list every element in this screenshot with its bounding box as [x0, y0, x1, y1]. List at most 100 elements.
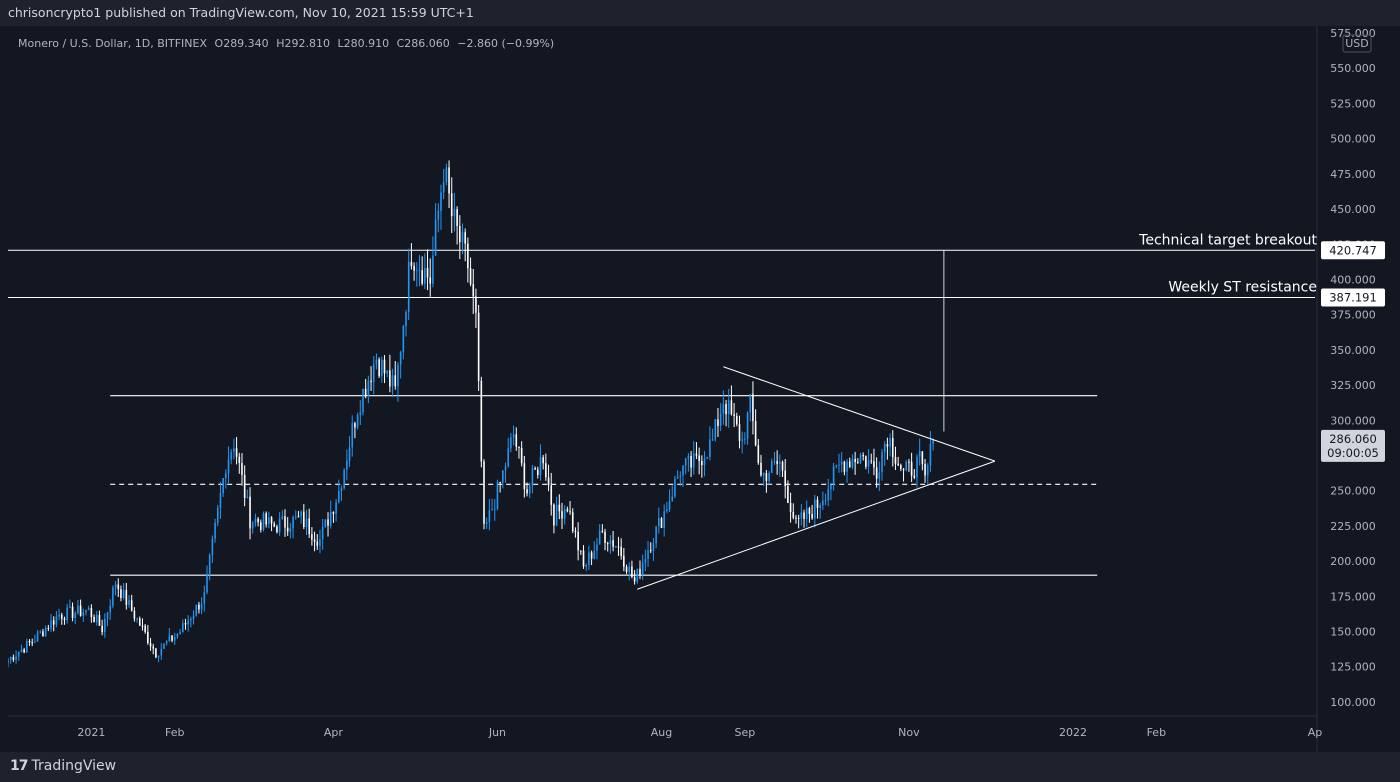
- candle-body: [520, 448, 523, 464]
- candle-body: [114, 584, 117, 588]
- candle-body: [722, 403, 725, 414]
- candle-body: [36, 632, 39, 642]
- candle-body: [206, 573, 208, 593]
- candle-body: [695, 453, 698, 456]
- candle-body: [79, 605, 82, 616]
- candle-body: [789, 502, 792, 513]
- candle-body: [163, 643, 165, 649]
- candle-body: [620, 546, 622, 556]
- y-tick-label: 200.000: [1330, 555, 1376, 568]
- candle-body: [117, 584, 120, 590]
- candle-body: [585, 564, 588, 567]
- candle-body: [633, 577, 636, 582]
- candle-body: [251, 522, 254, 529]
- candle-body: [413, 266, 415, 271]
- currency-label: USD: [1345, 37, 1369, 50]
- candle-body: [254, 518, 257, 523]
- candle-body: [278, 518, 281, 533]
- candle-body: [857, 461, 859, 463]
- candle-body: [545, 463, 547, 478]
- candle-body: [485, 522, 488, 524]
- y-tick-label: 175.000: [1330, 590, 1376, 603]
- legend-symbol[interactable]: Monero / U.S. Dollar, 1D, BITFINEX: [18, 37, 208, 50]
- candle-body: [493, 508, 496, 510]
- candle-body: [125, 590, 128, 605]
- candle-body: [26, 640, 28, 653]
- candle-body: [289, 528, 292, 532]
- candle-body: [63, 618, 66, 621]
- candle-body: [577, 532, 579, 551]
- candle-body: [512, 434, 515, 438]
- candle-body: [225, 473, 227, 479]
- candle-body: [483, 461, 485, 524]
- candle-body: [550, 485, 553, 505]
- candle-body: [873, 461, 875, 468]
- candle-body: [321, 526, 324, 540]
- candle-body: [698, 455, 700, 462]
- candle-body: [674, 478, 676, 497]
- candle-body: [192, 615, 195, 620]
- candle-body: [518, 446, 520, 449]
- candle-body: [276, 526, 278, 533]
- candle-body: [744, 438, 746, 440]
- candle-body: [238, 456, 241, 464]
- candle-body: [109, 605, 112, 613]
- candle-body: [147, 631, 149, 644]
- candle-body: [706, 457, 709, 459]
- candle-body: [472, 284, 475, 297]
- chart-canvas[interactable]: 575.000 550.000 525.000 500.000 475.000 450.0…: [8, 26, 1393, 752]
- annotation-text: Technical target breakout: [1138, 232, 1317, 248]
- candle-body: [609, 540, 612, 544]
- candle-body: [623, 555, 625, 567]
- price-label-box: [1321, 288, 1385, 307]
- candle-body: [450, 193, 453, 217]
- candle-body: [601, 530, 604, 532]
- candle-body: [475, 296, 477, 313]
- candle-body: [779, 461, 781, 464]
- candle-body: [69, 606, 71, 608]
- candle-body: [437, 210, 440, 220]
- y-tick-label: 325.000: [1330, 379, 1376, 392]
- candle-body: [448, 167, 450, 194]
- candle-body: [394, 375, 397, 387]
- candle-body: [717, 419, 719, 426]
- candle-body: [20, 649, 23, 653]
- candle-body: [219, 493, 222, 508]
- candle-body: [39, 631, 42, 633]
- candle-body: [464, 232, 466, 244]
- candle-body: [636, 568, 639, 582]
- candle-body: [926, 465, 929, 476]
- candle-body: [467, 243, 469, 269]
- price-label-countdown: 09:00:05: [1327, 446, 1379, 460]
- candle-body: [574, 530, 577, 533]
- candle-body: [784, 470, 787, 487]
- candle-body: [824, 500, 827, 502]
- candle-body: [149, 643, 152, 647]
- candle-body: [803, 512, 805, 519]
- y-tick-label: 125.000: [1330, 661, 1376, 674]
- chart-frame[interactable]: 575.000 550.000 525.000 500.000 475.000 450.0…: [8, 26, 1393, 752]
- candle-body: [378, 359, 380, 377]
- candle-body: [617, 546, 620, 548]
- candle-body: [910, 461, 913, 476]
- candle-body: [445, 167, 448, 183]
- candle-body: [854, 458, 856, 462]
- candle-body: [510, 437, 512, 449]
- annotation-text: Weekly ST resistance: [1168, 280, 1317, 296]
- candle-body: [918, 451, 921, 457]
- legend-change: −2.860 (−0.99%): [457, 37, 555, 50]
- candle-body: [208, 554, 211, 574]
- candle-body: [259, 522, 262, 530]
- candle-body: [652, 543, 655, 551]
- x-tick-label: Jun: [488, 726, 506, 739]
- candle-body: [867, 460, 870, 467]
- candle-body: [294, 516, 297, 518]
- candle-body: [313, 539, 316, 542]
- candle-body: [631, 566, 633, 578]
- candle-body: [808, 508, 811, 514]
- candle-body: [625, 566, 628, 572]
- candle-body: [372, 364, 375, 383]
- candle-body: [440, 192, 442, 211]
- tradingview-logo[interactable]: 17 TradingView: [10, 758, 116, 774]
- candle-body: [832, 466, 835, 485]
